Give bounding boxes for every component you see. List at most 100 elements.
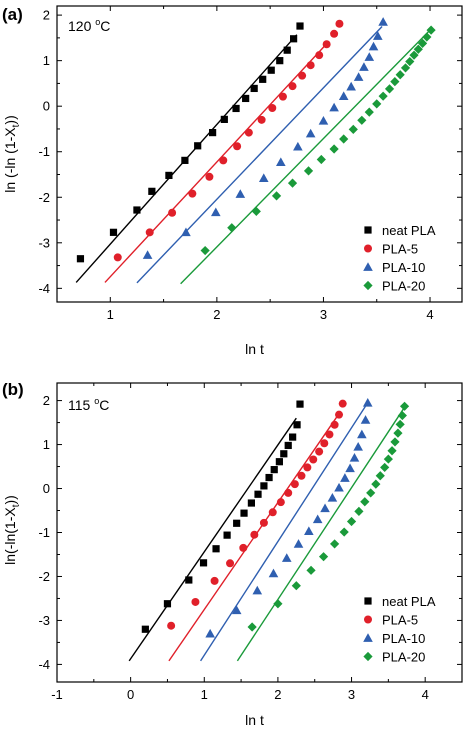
data-point [232,104,240,113]
y-tick-label: -2 [38,190,50,205]
series-pla-5 [104,19,344,283]
data-point [395,419,405,429]
data-point [227,223,237,233]
data-point [335,19,344,28]
fit-line [104,41,330,283]
data-point [375,471,385,481]
data-point [233,142,242,151]
data-point [400,63,411,73]
data-point [199,559,208,567]
data-point [359,62,369,71]
series-neat-pla [128,400,304,662]
data-point [329,144,339,154]
y-axis-title: ln (-ln (1-Xt)) [2,115,22,192]
y-axis-title: ln(-ln(1-Xt)) [2,495,22,565]
temperature-annotation: 120 oC [68,17,110,34]
data-point [390,437,400,447]
data-point [276,157,286,167]
fit-line [136,26,383,284]
data-point [364,52,375,61]
data-point [334,482,344,492]
data-point [405,56,415,67]
x-tick-label: 0 [127,687,134,702]
data-point [211,207,221,217]
data-point [304,526,314,536]
data-point [322,40,331,49]
data-point [354,506,364,516]
temperature-annotation: 115 oC [68,396,109,413]
y-tick-label: 0 [43,481,50,496]
data-point [395,70,405,80]
data-point [289,433,297,441]
data-point [426,25,436,35]
data-point [219,156,228,165]
data-point [353,72,364,81]
legend-label: PLA-5 [382,242,418,257]
y-tick-label: -4 [38,281,50,296]
x-tick-label: 1 [201,687,208,702]
data-point [293,141,303,151]
data-point [339,527,349,537]
data-point [384,84,395,94]
data-point [290,35,298,43]
data-point [366,488,376,498]
data-point [378,91,388,101]
plot-frame [56,5,463,303]
data-point [109,228,118,236]
data-point [220,115,228,123]
data-point [348,124,358,135]
data-point [209,128,217,137]
y-tick-label: 2 [43,8,50,23]
data-point [320,503,330,513]
data-point [205,172,214,181]
data-point [305,128,316,138]
data-point [288,82,297,91]
data-point [194,142,202,150]
data-point [141,625,149,633]
fit-line [128,417,297,662]
data-point [252,585,263,595]
data-point [212,545,220,553]
data-point [357,429,367,439]
data-point [168,208,177,217]
data-point [338,91,349,101]
data-point [345,463,355,473]
series-pla-10 [200,397,373,662]
series-neat-pla [75,22,304,283]
data-point [357,115,367,125]
data-point [273,599,283,609]
data-point [251,206,261,216]
y-tick-label: -4 [38,657,50,672]
data-point [335,410,344,419]
y-tick-label: 1 [43,437,50,452]
data-point [210,576,219,585]
data-point [329,102,339,112]
chart-panel-b: -1 0 1 2 3 4 -4 -3 -2 -1 0 1 2 ln t ln(-ln(1-Xt)) (b) 11… [2,380,463,728]
data-point [165,171,173,180]
data-point [373,31,383,40]
data-point [240,509,248,517]
x-tick-label: 4 [422,687,429,702]
data-point [378,17,388,26]
data-point [330,29,339,38]
data-point [413,44,423,54]
data-point [315,51,324,60]
data-point [303,166,314,176]
legend-marker [363,651,373,662]
data-point [233,519,241,527]
data-point [268,568,279,578]
data-point [163,600,172,608]
data-point [296,400,304,408]
data-point [205,628,215,638]
data-point [268,104,277,113]
data-point [200,245,210,256]
x-tick-label: 4 [426,307,433,322]
data-point [265,473,273,482]
legend: neat PLA PLA-5 PLA-10 PLA-20 [363,223,436,294]
fit-line [180,29,431,285]
y-tick-label: -3 [38,613,50,628]
data-point [250,530,259,539]
data-point [312,514,323,524]
data-point [372,99,382,109]
fit-line [236,406,406,662]
